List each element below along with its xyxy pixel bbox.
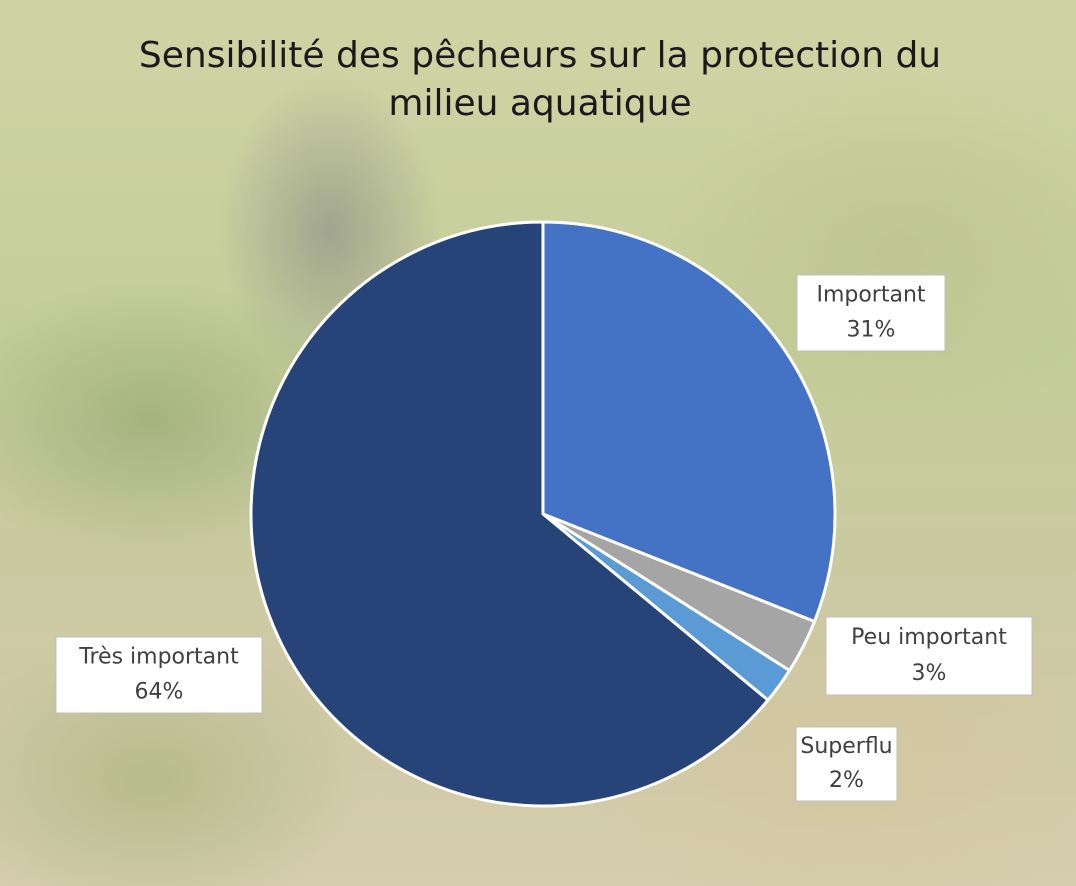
chart-area: Sensibilité des pêcheurs sur la protecti… xyxy=(0,0,1076,886)
chart: Important 31% Peu important 3% Superflu 2% Trè… xyxy=(0,0,1076,886)
slice-label: Important xyxy=(816,283,925,308)
value-label: 3% xyxy=(912,661,947,686)
slice-label: Superflu xyxy=(800,734,892,759)
slice-label: Très important xyxy=(78,645,239,670)
value-label: 64% xyxy=(135,679,184,704)
value-label: 31% xyxy=(847,317,896,342)
value-label: 2% xyxy=(829,768,864,793)
slice-label: Peu important xyxy=(851,625,1007,650)
